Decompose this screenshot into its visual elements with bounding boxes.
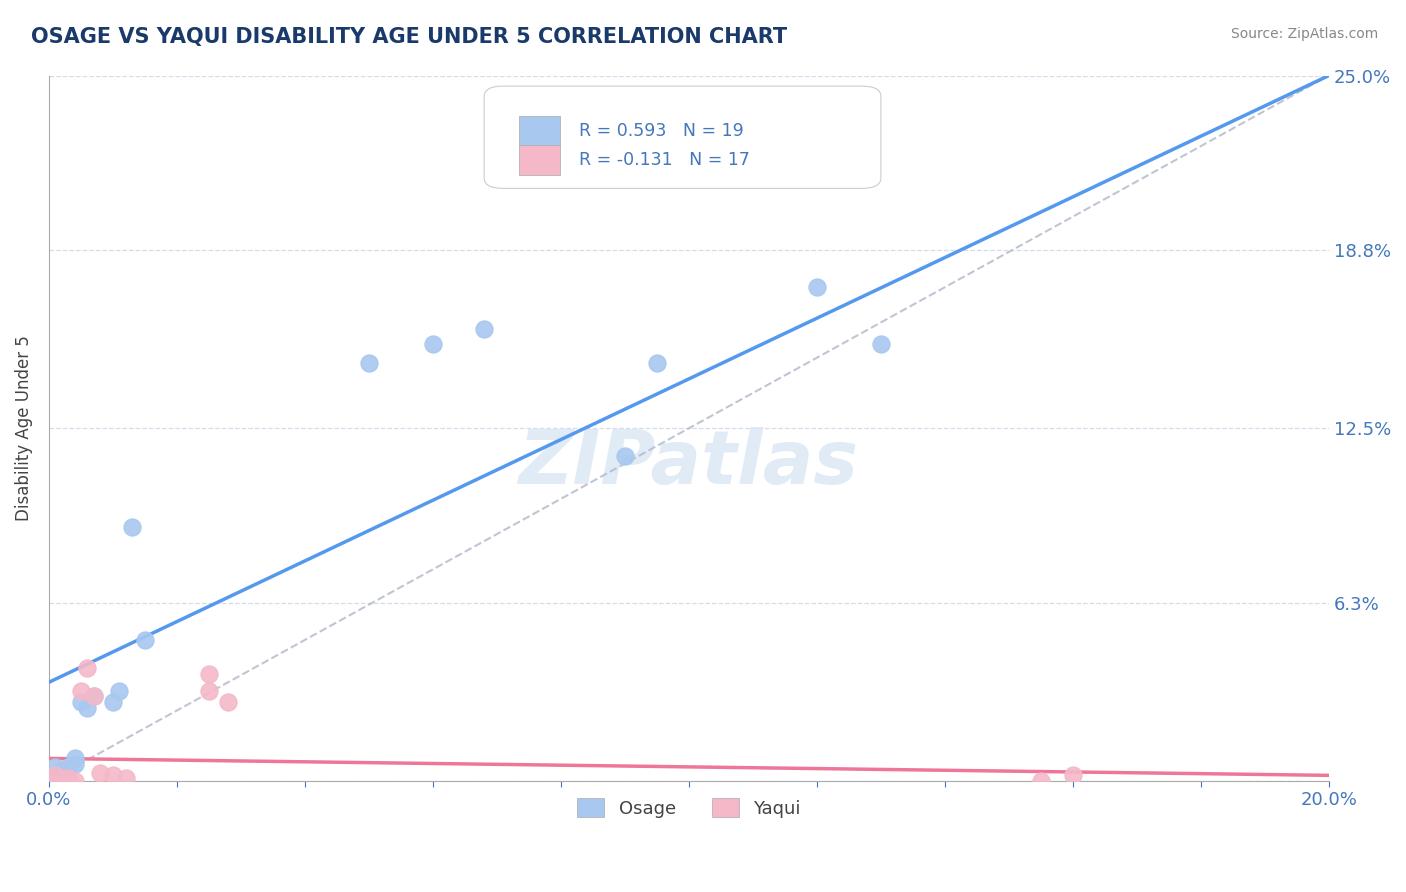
Point xyxy=(76,700,98,714)
Point xyxy=(806,280,828,294)
Point xyxy=(613,450,636,464)
Point xyxy=(83,690,105,704)
Point xyxy=(422,336,444,351)
Y-axis label: Disability Age Under 5: Disability Age Under 5 xyxy=(15,335,32,521)
FancyBboxPatch shape xyxy=(519,145,560,175)
Legend: Osage, Yaqui: Osage, Yaqui xyxy=(569,791,808,825)
Point xyxy=(44,774,66,789)
Text: Source: ZipAtlas.com: Source: ZipAtlas.com xyxy=(1230,27,1378,41)
Point xyxy=(51,771,73,785)
Point xyxy=(56,760,79,774)
Point xyxy=(83,690,105,704)
Point xyxy=(70,683,93,698)
Point xyxy=(56,771,79,785)
Point xyxy=(76,661,98,675)
Point xyxy=(472,322,495,336)
Point xyxy=(134,632,156,647)
Point xyxy=(198,683,221,698)
Point xyxy=(63,751,86,765)
Point xyxy=(198,666,221,681)
Text: R = -0.131   N = 17: R = -0.131 N = 17 xyxy=(579,151,749,169)
Point xyxy=(101,695,124,709)
Point xyxy=(108,683,131,698)
Point xyxy=(44,760,66,774)
Text: ZIPatlas: ZIPatlas xyxy=(519,427,859,500)
Point xyxy=(645,356,668,370)
Point xyxy=(51,763,73,777)
FancyBboxPatch shape xyxy=(484,87,882,188)
Point xyxy=(870,336,893,351)
Point xyxy=(114,771,136,785)
Point xyxy=(1062,768,1084,782)
Point xyxy=(63,774,86,789)
Point xyxy=(217,695,239,709)
Point xyxy=(1029,774,1052,789)
Point xyxy=(63,757,86,772)
Point xyxy=(357,356,380,370)
Point xyxy=(51,774,73,789)
Point xyxy=(121,520,143,534)
Text: R = 0.593   N = 19: R = 0.593 N = 19 xyxy=(579,122,744,140)
FancyBboxPatch shape xyxy=(519,116,560,145)
Point xyxy=(89,765,111,780)
Point xyxy=(101,768,124,782)
Text: OSAGE VS YAQUI DISABILITY AGE UNDER 5 CORRELATION CHART: OSAGE VS YAQUI DISABILITY AGE UNDER 5 CO… xyxy=(31,27,787,46)
Point xyxy=(44,768,66,782)
Point xyxy=(70,695,93,709)
